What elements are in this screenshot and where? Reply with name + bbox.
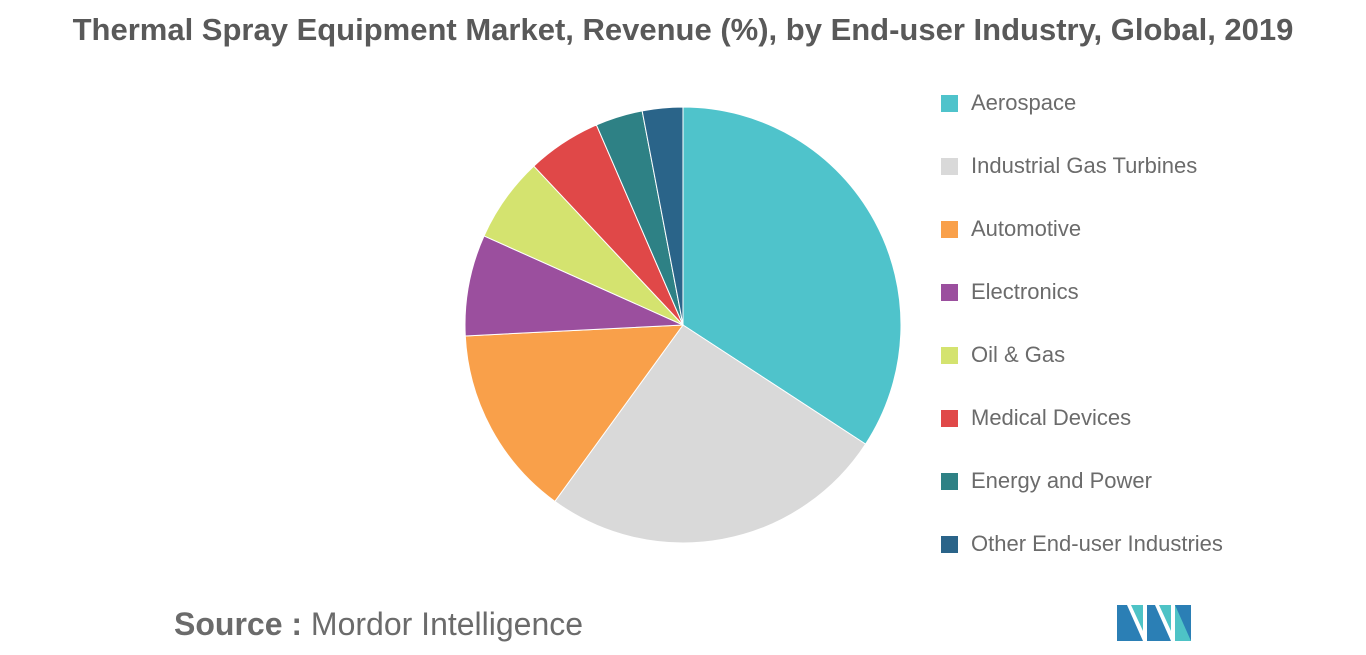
source-note: Source : Mordor Intelligence [174, 606, 583, 643]
legend-item: Electronics [941, 277, 1079, 307]
legend-item: Industrial Gas Turbines [941, 151, 1197, 181]
legend-label: Industrial Gas Turbines [971, 153, 1198, 178]
source-text: Mordor Intelligence [310, 606, 584, 642]
legend-swatch [941, 94, 958, 112]
pie-slice-other-end-user-industries [641, 106, 684, 326]
legend-swatch [941, 409, 958, 427]
legend-label: Medical Devices [971, 405, 1132, 430]
legend-item: Oil & Gas [941, 340, 1065, 370]
pie-slice-electronics [464, 235, 684, 337]
legend-label: Electronics [971, 279, 1079, 304]
legend-swatch [941, 283, 958, 301]
legend-label: Oil & Gas [971, 342, 1066, 367]
pie-slice-aerospace [682, 106, 902, 445]
legend-item: Other End-user Industries [941, 529, 1223, 559]
source-label: Source : [174, 606, 303, 642]
legend-label: Other End-user Industries [971, 531, 1223, 556]
chart-title: Thermal Spray Equipment Market, Revenue … [72, 12, 1294, 47]
legend-item: Energy and Power [941, 466, 1152, 496]
pie-slice-industrial-gas-turbines [554, 324, 867, 544]
legend-swatch [941, 346, 958, 364]
pie-slice-automotive [464, 324, 685, 503]
legend-label: Aerospace [971, 90, 1077, 115]
legend-item: Aerospace [941, 88, 1076, 118]
legend-item: Automotive [941, 214, 1081, 244]
legend-label: Energy and Power [971, 468, 1152, 493]
legend-item: Medical Devices [941, 403, 1131, 433]
legend-swatch [941, 472, 958, 490]
legend-swatch [941, 157, 958, 175]
mordor-intelligence-logo-icon [1117, 605, 1191, 641]
legend-label: Automotive [971, 216, 1082, 241]
legend-swatch [941, 220, 958, 238]
legend-swatch [941, 535, 958, 553]
